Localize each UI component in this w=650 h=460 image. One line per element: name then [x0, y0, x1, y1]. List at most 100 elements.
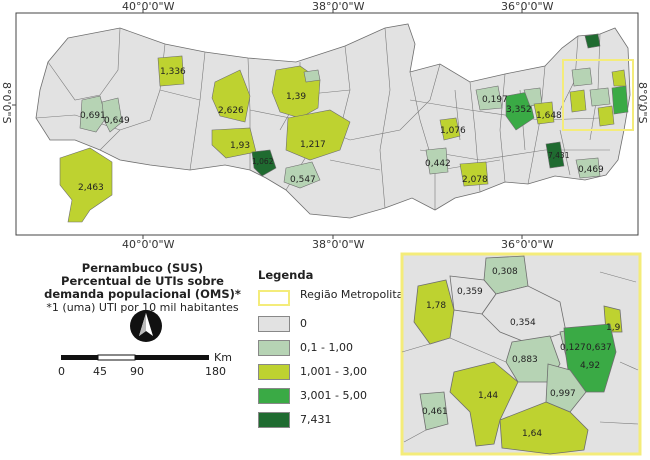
- label-1336: 1,336: [160, 67, 186, 77]
- municipality-0649: [101, 97, 123, 133]
- municipality-2463: [59, 147, 113, 223]
- label-2463: 2,463: [78, 183, 104, 193]
- longitude-label-bottom-38: 38°0'0"W: [312, 238, 365, 251]
- label-0649: 0,649: [104, 116, 130, 126]
- inset-label-19: 1,9: [606, 323, 621, 333]
- metro-area-b: [569, 89, 587, 113]
- label-2626: 2,626: [218, 106, 244, 116]
- main-map-labels: 1,336 2,626 1,39 0,691 0,649 1,93 1,217 …: [78, 67, 604, 193]
- metro-area-a: [571, 67, 593, 87]
- municipality-2626: [211, 69, 251, 123]
- legend-label-1001-300: 1,001 - 3,00: [300, 365, 367, 378]
- legend-item-0: 0: [258, 316, 398, 336]
- inset-label-0359: 0,359: [457, 287, 483, 297]
- legend-item-metro: Região Metropolitana: [258, 289, 417, 310]
- inset-label-144: 1,44: [478, 391, 498, 401]
- municipality-0442: [425, 147, 449, 175]
- label-193: 1,93: [230, 141, 250, 151]
- title-line-2: Percentual de UTIs sobre: [61, 274, 224, 288]
- municipality-1076: [439, 117, 461, 141]
- inset-label-0637: 0,637: [586, 343, 612, 353]
- inset-label-0461: 0,461: [422, 407, 448, 417]
- municipality-0197: [475, 85, 503, 111]
- inset-map: 0,308 0,359 1,78 0,354 0,883 0,127 0,637…: [400, 252, 642, 456]
- legend-swatch-01-100: [258, 340, 290, 356]
- metro-area-d: [611, 85, 629, 115]
- municipality-1217: [285, 109, 351, 161]
- map-title-block: Pernambuco (SUS) Percentual de UTIs sobr…: [40, 261, 245, 315]
- legend-label-01-100: 0,1 - 1,00: [300, 341, 353, 354]
- inset-label-0127: 0,127: [560, 343, 586, 353]
- title-line-1: Pernambuco (SUS): [81, 261, 204, 275]
- legend-swatch-metro: [258, 290, 290, 306]
- municipality-0469: [575, 157, 601, 179]
- label-0442: 0,442: [425, 159, 451, 169]
- municipality-0708: [303, 69, 321, 83]
- scale-tick-0: 0: [58, 365, 65, 378]
- inset-area-144: [449, 361, 519, 447]
- label-1076: 1,076: [440, 126, 466, 136]
- scale-segment-1: [61, 355, 98, 360]
- legend-title: Legenda: [258, 268, 314, 282]
- label-1217: 1,217: [300, 140, 326, 150]
- legend-item-3001-500: 3,001 - 5,00: [258, 388, 398, 408]
- legend-item-1001-300: 1,001 - 3,00: [258, 364, 398, 384]
- legend-item-01-100: 0,1 - 1,00: [258, 340, 398, 360]
- title-line-3: demanda populacional (OMS)*: [44, 287, 241, 301]
- legend-swatch-3001-500: [258, 388, 290, 404]
- municipality-1062: [251, 149, 277, 177]
- title-note: *1 (uma) UTI por 10 mil habitantes: [46, 301, 239, 314]
- inset-labels: 0,308 0,359 1,78 0,354 0,883 0,127 0,637…: [422, 267, 621, 439]
- legend-label-0: 0: [300, 317, 307, 330]
- inset-boundaries: [401, 271, 639, 443]
- municipality-top-dark: [584, 33, 601, 49]
- municipality-3352: [505, 91, 535, 131]
- municipality-0691: [79, 95, 107, 133]
- label-0469: 0,469: [578, 165, 604, 175]
- main-map: 1,336 2,626 1,39 0,691 0,649 1,93 1,217 …: [12, 9, 642, 239]
- longitude-label-top-40: 40°0'0"W: [122, 0, 175, 13]
- label-0197: 0,197: [482, 95, 508, 105]
- label-1062: 1,062: [252, 157, 274, 166]
- inset-area-0997: [545, 363, 587, 413]
- longitude-label-bottom-40: 40°0'0"W: [122, 238, 175, 251]
- label-0547: 0,547: [290, 175, 316, 185]
- municipality-2078: [459, 161, 489, 187]
- legend-label-7431: 7,431: [300, 413, 332, 426]
- longitude-label-top-36: 36°0'0"W: [501, 0, 554, 13]
- scale-segment-3: [135, 355, 209, 360]
- legend-item-7431: 7,431: [258, 412, 398, 432]
- inset-label-492: 4,92: [580, 361, 600, 371]
- longitude-label-top-38: 38°0'0"W: [312, 0, 365, 13]
- label-2078: 2,078: [462, 175, 488, 185]
- scale-segment-2: [97, 354, 136, 361]
- legend-label-3001-500: 3,001 - 5,00: [300, 389, 367, 402]
- inset-area-164: [499, 401, 589, 455]
- label-7431: 7,431: [548, 151, 570, 160]
- metropolitan-region-box: [562, 59, 634, 131]
- scale-tick-180: 180: [205, 365, 226, 378]
- inset-label-164: 1,64: [522, 429, 542, 439]
- metro-area-f: [611, 69, 627, 87]
- longitude-label-bottom-36: 36°0'0"W: [501, 238, 554, 251]
- scale-tick-90: 90: [130, 365, 144, 378]
- municipality-1336: [157, 55, 185, 87]
- map-ticks: [12, 9, 642, 239]
- metro-area-e: [597, 105, 615, 127]
- legend-swatch-7431: [258, 412, 290, 428]
- inset-label-0308: 0,308: [492, 267, 518, 277]
- north-arrow-icon: [130, 310, 162, 342]
- metro-area-c: [589, 87, 611, 107]
- inset-label-0883: 0,883: [512, 355, 538, 365]
- inset-municipalities: [413, 255, 623, 455]
- municipality-193: [211, 127, 257, 159]
- municipality-0547: [283, 161, 321, 189]
- colored-municipalities: [59, 33, 629, 223]
- scale-bar: [61, 354, 209, 361]
- scale-tick-45: 45: [93, 365, 107, 378]
- label-3352: 3,352: [506, 105, 532, 115]
- inset-label-0997: 0,997: [550, 389, 576, 399]
- label-0691: 0,691: [80, 111, 106, 121]
- inset-area-0461: [419, 391, 449, 431]
- label-139: 1,39: [286, 92, 306, 102]
